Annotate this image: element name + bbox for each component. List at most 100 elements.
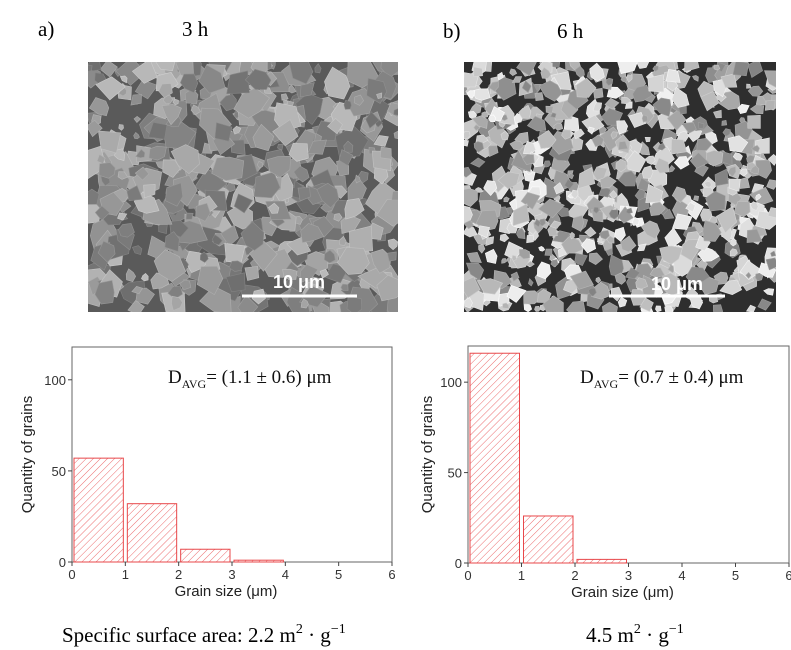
surface-area-text: · g xyxy=(641,623,669,647)
grain xyxy=(148,145,167,161)
grain xyxy=(158,83,173,98)
grain xyxy=(512,203,530,227)
grain xyxy=(640,220,660,240)
grain xyxy=(767,154,776,166)
grain xyxy=(133,132,140,140)
grain xyxy=(487,145,499,158)
grain xyxy=(98,130,122,154)
grain xyxy=(379,146,392,160)
grain xyxy=(626,74,633,83)
grain xyxy=(747,114,761,129)
grain xyxy=(727,135,749,153)
x-tick-label: 6 xyxy=(388,567,395,582)
grain xyxy=(720,150,733,166)
bar xyxy=(233,559,284,563)
superscript: 2 xyxy=(296,622,303,637)
grain xyxy=(670,138,687,155)
grain xyxy=(574,65,585,78)
grain xyxy=(584,226,597,238)
grain xyxy=(232,125,242,135)
grain xyxy=(591,134,605,147)
grain xyxy=(669,164,676,173)
x-tick-label: 4 xyxy=(678,568,685,583)
grain xyxy=(365,111,380,129)
grain xyxy=(300,223,325,243)
grain xyxy=(500,130,509,141)
annotation-sub: AVG xyxy=(594,377,619,391)
surface-area-text: 4.5 m xyxy=(586,623,634,647)
grain xyxy=(700,91,720,112)
grain xyxy=(180,73,199,94)
grain xyxy=(518,104,532,119)
grain xyxy=(503,196,510,203)
grain xyxy=(538,198,565,219)
grain xyxy=(714,168,729,187)
grain xyxy=(538,80,563,102)
grain xyxy=(755,159,772,179)
grain xyxy=(641,165,654,179)
grain xyxy=(288,143,309,162)
grain xyxy=(564,178,575,190)
grain xyxy=(509,68,518,76)
x-tick-label: 0 xyxy=(464,568,471,583)
grain xyxy=(131,286,143,295)
grain xyxy=(610,286,623,302)
grain xyxy=(713,109,722,119)
grain xyxy=(732,62,750,77)
grain xyxy=(592,102,603,112)
grain xyxy=(117,171,129,180)
grain xyxy=(179,279,192,291)
grain xyxy=(615,158,627,173)
grain xyxy=(473,124,481,132)
grain xyxy=(307,139,327,155)
grain xyxy=(98,162,116,179)
grain xyxy=(478,243,486,254)
grain xyxy=(376,199,398,227)
grain xyxy=(274,102,302,133)
grain xyxy=(95,76,126,101)
grain xyxy=(765,257,776,271)
grain xyxy=(755,193,762,201)
grain xyxy=(605,77,614,86)
grain xyxy=(526,115,547,132)
grain xyxy=(637,243,647,252)
grain xyxy=(118,223,135,238)
grain xyxy=(501,258,508,264)
grain xyxy=(764,99,776,111)
grain xyxy=(762,92,773,102)
grain xyxy=(522,154,535,165)
grain xyxy=(635,277,649,290)
grain xyxy=(353,94,364,106)
grain xyxy=(464,131,471,140)
grain xyxy=(228,260,244,272)
grain xyxy=(575,77,597,98)
grain xyxy=(220,224,239,247)
grain xyxy=(511,76,523,83)
grain xyxy=(647,74,665,93)
grain xyxy=(256,160,264,169)
grain xyxy=(497,171,520,190)
grain xyxy=(606,235,615,244)
grain xyxy=(502,302,510,309)
bar xyxy=(576,558,627,564)
grain xyxy=(88,97,110,117)
grain xyxy=(569,231,575,240)
grain xyxy=(676,130,690,142)
grain xyxy=(476,278,504,295)
grain xyxy=(766,179,776,190)
grain xyxy=(652,97,672,117)
grain xyxy=(225,182,236,193)
grain xyxy=(471,115,488,129)
grain xyxy=(540,67,552,79)
grain xyxy=(280,93,289,101)
grain xyxy=(538,246,546,252)
surface-area-text: Specific surface area: 2.2 m xyxy=(62,623,296,647)
grain xyxy=(343,99,352,110)
grain xyxy=(581,238,597,254)
grain xyxy=(684,62,700,73)
grain xyxy=(506,285,527,303)
grain xyxy=(125,268,137,283)
grain xyxy=(617,62,638,74)
grain xyxy=(165,182,184,207)
grain xyxy=(501,114,508,121)
